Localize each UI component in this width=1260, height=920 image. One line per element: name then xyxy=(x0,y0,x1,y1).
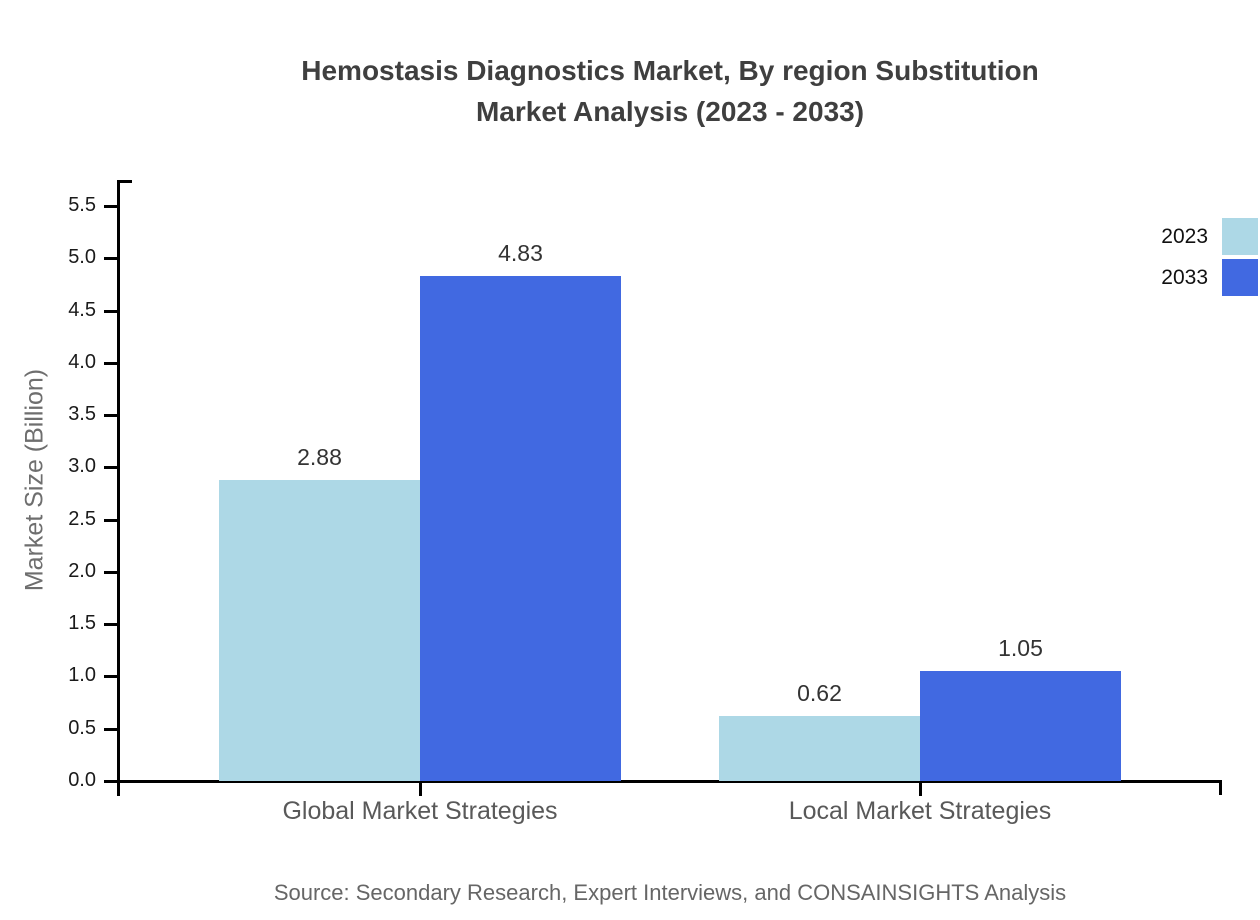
y-tick xyxy=(104,466,118,470)
y-tick xyxy=(104,309,118,313)
y-tick xyxy=(104,623,118,627)
bar-value-label: 4.83 xyxy=(498,240,543,267)
y-tick-label: 4.0 xyxy=(68,350,96,373)
x-tick xyxy=(419,781,422,796)
x-tick xyxy=(919,781,922,796)
y-tick-label: 1.5 xyxy=(68,612,96,635)
legend-swatch xyxy=(1222,218,1258,255)
chart-title-line2: Market Analysis (2023 - 2033) xyxy=(475,96,865,127)
bar-value-label: 0.62 xyxy=(797,680,842,707)
bar-2023-local-market-strategies xyxy=(719,716,920,781)
y-tick-label: 4.5 xyxy=(68,298,96,321)
legend-label: 2033 xyxy=(1161,265,1208,289)
y-tick xyxy=(104,570,118,574)
legend-item-2033: 2033 xyxy=(1161,259,1258,296)
x-axis-line xyxy=(104,780,1222,783)
y-tick xyxy=(104,675,118,679)
y-tick-label: 2.0 xyxy=(68,559,96,582)
y-tick-label: 0.0 xyxy=(68,769,96,791)
y-tick-label: 2.5 xyxy=(68,507,96,530)
chart-title: Hemostasis Diagnostics Market, By region… xyxy=(80,50,1260,132)
y-tick-label: 1.0 xyxy=(68,664,96,687)
bar-2033-local-market-strategies xyxy=(920,671,1121,781)
legend-item-2023: 2023 xyxy=(1161,218,1258,255)
source-note: Source: Secondary Research, Expert Inter… xyxy=(273,880,1067,905)
x-axis-category-label: Global Market Strategies xyxy=(282,797,558,825)
y-tick xyxy=(104,361,118,365)
y-axis-top-cap xyxy=(117,180,132,183)
y-tick xyxy=(104,727,118,731)
y-tick xyxy=(104,257,118,261)
y-tick-label: 3.5 xyxy=(68,403,96,426)
y-tick xyxy=(104,205,118,209)
y-tick-label: 0.5 xyxy=(68,716,96,739)
legend-label: 2023 xyxy=(1161,224,1208,248)
bar-2023-global-market-strategies xyxy=(219,479,420,781)
y-tick xyxy=(104,780,118,783)
bar-2033-global-market-strategies xyxy=(420,276,621,781)
y-axis-line xyxy=(117,180,120,796)
y-tick xyxy=(104,518,118,522)
y-tick-label: 3.0 xyxy=(68,455,96,478)
y-tick xyxy=(104,414,118,418)
legend: 2023 2033 xyxy=(1161,218,1258,296)
bar-value-label: 1.05 xyxy=(998,635,1043,662)
y-tick-label: 5.5 xyxy=(68,194,96,217)
chart-title-line1: Hemostasis Diagnostics Market, By region… xyxy=(301,55,1039,86)
y-tick-label: 5.0 xyxy=(68,246,96,269)
bar-value-label: 2.88 xyxy=(297,443,342,470)
legend-swatch xyxy=(1222,259,1258,296)
x-axis-category-label: Local Market Strategies xyxy=(788,797,1052,825)
x-axis-end-cap xyxy=(1219,780,1222,795)
y-axis-title: Market Size (Billion) xyxy=(20,368,49,592)
